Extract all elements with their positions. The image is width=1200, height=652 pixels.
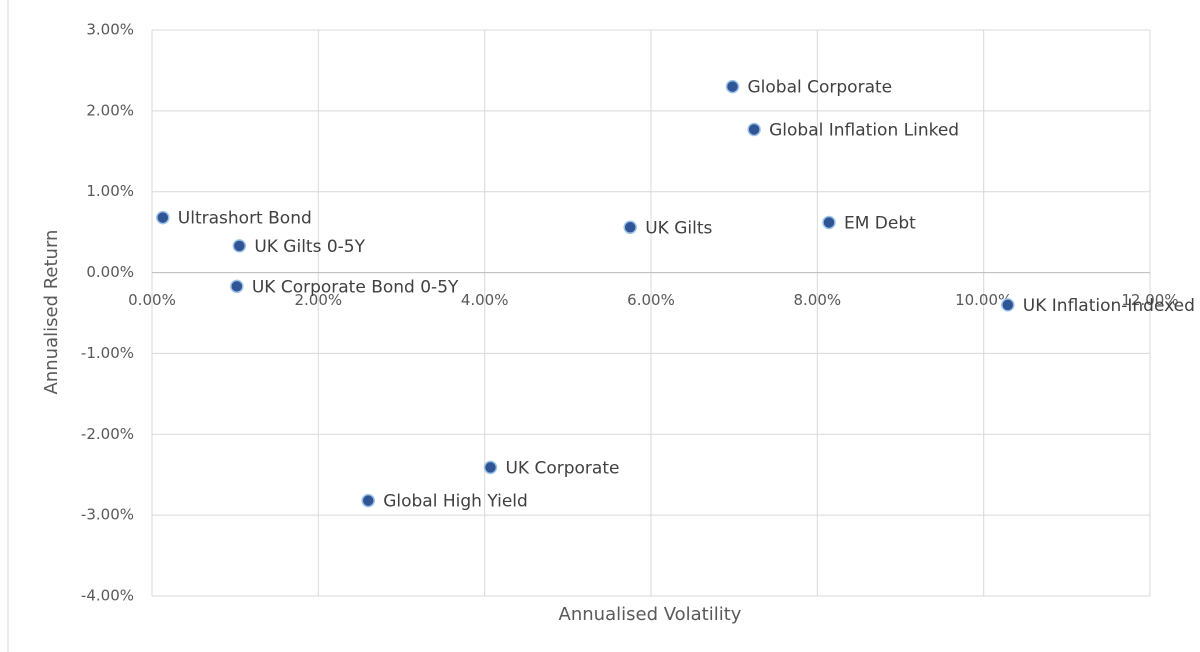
point-label: UK Gilts — [645, 218, 712, 238]
x-tick-label: 12.00% — [1121, 291, 1178, 309]
point — [1001, 298, 1015, 312]
y-tick-label: -1.00% — [81, 344, 134, 362]
y-tick-label: 0.00% — [86, 263, 134, 281]
y-tick-label: -2.00% — [81, 425, 134, 443]
point — [156, 210, 170, 225]
point — [230, 279, 244, 294]
point-label: EM Debt — [844, 213, 916, 233]
point-label: UK Corporate — [505, 458, 619, 478]
y-tick-label: 3.00% — [86, 21, 134, 39]
point-label: UK Gilts 0-5Y — [254, 237, 365, 257]
x-axis-title: Annualised Volatility — [559, 604, 742, 625]
point — [623, 220, 637, 235]
y-tick-label: 1.00% — [86, 182, 134, 200]
x-tick-label: 8.00% — [794, 291, 842, 309]
point-label: Global High Yield — [383, 492, 528, 512]
point-label: Ultrashort Bond — [178, 209, 312, 229]
y-axis-title: Annualised Return — [41, 230, 62, 395]
y-tick-label: -4.00% — [81, 587, 134, 605]
point-label: UK Inflation-Indexed — [1023, 296, 1195, 316]
x-tick-label: 2.00% — [295, 291, 343, 309]
x-tick-label: 10.00% — [955, 291, 1012, 309]
point — [822, 215, 836, 230]
point — [483, 460, 498, 475]
x-tick-label: 6.00% — [627, 291, 675, 309]
point — [361, 493, 375, 508]
point — [747, 122, 761, 137]
y-tick-label: -3.00% — [81, 506, 134, 524]
y-tick-label: 2.00% — [86, 101, 134, 119]
point-label: UK Corporate Bond 0-5Y — [252, 277, 459, 297]
point-label: Global Corporate — [748, 78, 893, 98]
point — [725, 79, 740, 94]
x-tick-label: 0.00% — [128, 291, 176, 309]
point-label: Global Inflation Linked — [769, 120, 959, 140]
point — [232, 239, 247, 253]
x-tick-label: 4.00% — [461, 291, 509, 309]
